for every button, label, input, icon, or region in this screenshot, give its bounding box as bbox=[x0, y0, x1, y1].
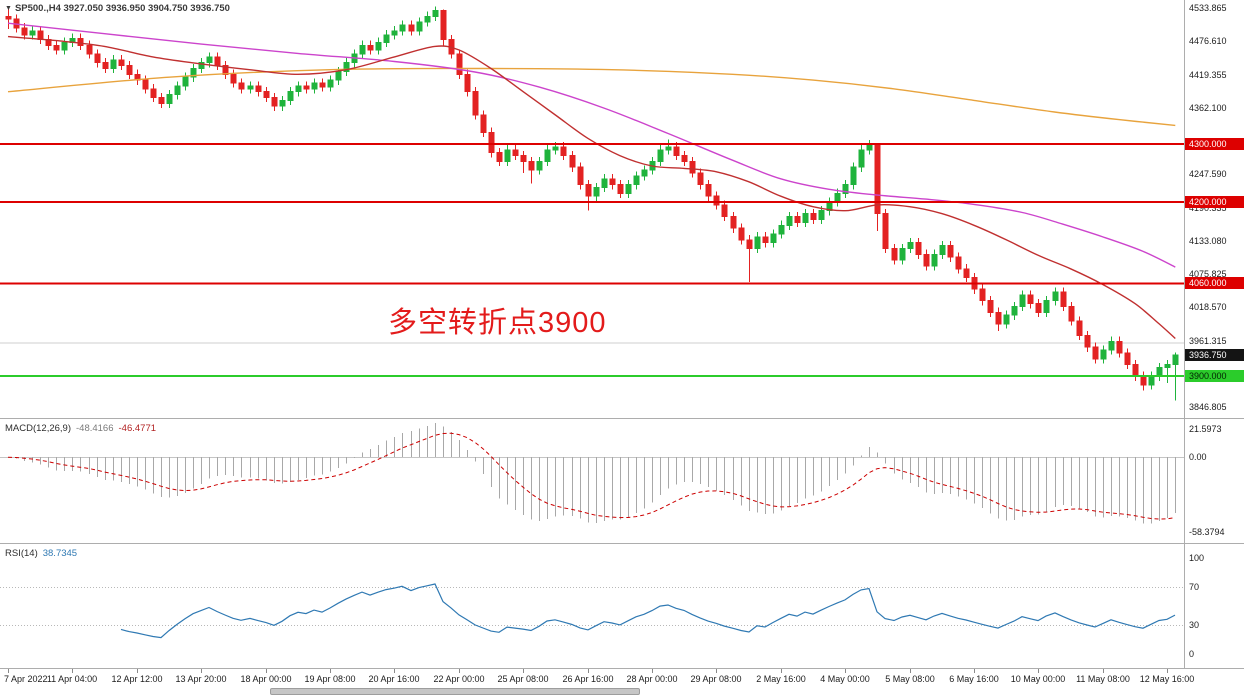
price-badge-4300.000: 4300.000 bbox=[1185, 137, 1244, 150]
macd-histogram bbox=[16, 423, 1176, 524]
symbol-info: ▼ SP500.,H4 3927.050 3936.950 3904.750 39… bbox=[5, 3, 230, 14]
time-axis-label: 13 Apr 20:00 bbox=[175, 674, 227, 684]
price-axis-label: 3961.315 bbox=[1189, 335, 1227, 346]
time-axis-label: 11 Apr 04:00 bbox=[46, 674, 98, 684]
ma-mid-magenta[interactable] bbox=[7, 22, 1176, 268]
time-axis-tick bbox=[459, 669, 460, 673]
macd-axis-label: 21.5973 bbox=[1189, 424, 1222, 435]
time-axis-label: 18 Apr 00:00 bbox=[240, 674, 292, 684]
chart-annotation-text: 多空转折点3900 bbox=[388, 307, 607, 339]
time-axis-label: 12 Apr 12:00 bbox=[111, 674, 163, 684]
price-chart-canvas[interactable] bbox=[0, 0, 1184, 418]
time-axis-tick bbox=[910, 669, 911, 673]
time-axis-label: 29 Apr 08:00 bbox=[690, 674, 742, 684]
rsi-line bbox=[120, 583, 1176, 639]
time-axis-tick bbox=[716, 669, 717, 673]
price-axis-label: 4419.355 bbox=[1189, 69, 1227, 80]
macd-indicator-label: MACD(12,26,9) -48.4166 -46.4771 bbox=[5, 423, 156, 434]
separator-main-macd[interactable] bbox=[0, 418, 1244, 419]
symbol-ohlc-text: SP500.,H4 3927.050 3936.950 3904.750 393… bbox=[14, 3, 230, 14]
rsi-axis-label: 30 bbox=[1189, 620, 1200, 631]
price-axis-label: 3846.805 bbox=[1189, 402, 1227, 413]
time-axis-tick bbox=[137, 669, 138, 673]
price-axis-label: 4476.610 bbox=[1189, 36, 1227, 47]
price-axis[interactable]: 4533.865 4476.610 4419.355 4362.100 4247.590… bbox=[1185, 0, 1244, 695]
symbol-dropdown-icon[interactable]: ▼ bbox=[5, 5, 12, 12]
time-axis-label: 5 May 08:00 bbox=[885, 674, 935, 684]
price-badge-3936.750: 3936.750 bbox=[1185, 348, 1244, 361]
time-axis-label: 26 Apr 16:00 bbox=[562, 674, 614, 684]
price-axis-label: 4247.590 bbox=[1189, 169, 1227, 180]
price-axis-label: 4362.100 bbox=[1189, 102, 1227, 113]
time-axis-label: 12 May 16:00 bbox=[1139, 674, 1195, 684]
time-axis-tick bbox=[72, 669, 73, 673]
time-axis-label: 25 Apr 08:00 bbox=[497, 674, 549, 684]
rsi-name: RSI(14) bbox=[5, 548, 38, 559]
rsi-axis-label: 100 bbox=[1189, 553, 1205, 563]
time-axis-label: 7 Apr 2022 bbox=[4, 674, 48, 684]
time-axis-label: 28 Apr 00:00 bbox=[626, 674, 678, 684]
rsi-chart-canvas[interactable] bbox=[0, 544, 1184, 668]
ma-fast-red[interactable] bbox=[7, 35, 1176, 340]
price-axis-label: 4133.080 bbox=[1189, 235, 1227, 246]
time-axis-label: 19 Apr 08:00 bbox=[304, 674, 356, 684]
time-axis-tick bbox=[652, 669, 653, 673]
price-badge-4060.000: 4060.000 bbox=[1185, 277, 1244, 290]
time-axis-tick bbox=[394, 669, 395, 673]
time-axis-tick bbox=[1038, 669, 1039, 673]
time-axis-tick bbox=[330, 669, 331, 673]
separator-rsi-timeaxis bbox=[0, 668, 1244, 669]
horizontal-scrollbar[interactable] bbox=[0, 688, 1244, 695]
price-badge-4200.000: 4200.000 bbox=[1185, 196, 1244, 209]
time-axis-label: 20 Apr 16:00 bbox=[368, 674, 420, 684]
time-axis-tick bbox=[201, 669, 202, 673]
price-axis-label: 4018.570 bbox=[1189, 302, 1227, 313]
macd-signal-value: -46.4771 bbox=[118, 423, 157, 434]
price-badge-3900.000: 3900.000 bbox=[1185, 370, 1244, 383]
separator-macd-rsi[interactable] bbox=[0, 543, 1244, 544]
time-axis-tick bbox=[1167, 669, 1168, 673]
time-axis-label: 6 May 16:00 bbox=[949, 674, 999, 684]
macd-signal-line bbox=[7, 432, 1176, 520]
time-axis[interactable]: 7 Apr 2022 11 Apr 04:00 12 Apr 12:00 13 Apr… bbox=[0, 669, 1244, 688]
horizontal-scrollbar-thumb[interactable] bbox=[270, 688, 640, 695]
time-axis-label: 22 Apr 00:00 bbox=[433, 674, 485, 684]
time-axis-label: 2 May 16:00 bbox=[756, 674, 806, 684]
macd-chart-canvas[interactable] bbox=[0, 419, 1184, 543]
time-axis-label: 4 May 00:00 bbox=[820, 674, 870, 684]
ma-slow-orange[interactable] bbox=[7, 67, 1176, 127]
time-axis-tick bbox=[266, 669, 267, 673]
separator-price-axis bbox=[1184, 0, 1185, 668]
candlesticks[interactable] bbox=[5, 6, 1179, 401]
macd-main-value: -48.4166 bbox=[76, 423, 114, 434]
price-axis-label: 4533.865 bbox=[1189, 3, 1227, 14]
rsi-value: 38.7345 bbox=[42, 548, 78, 559]
rsi-axis-label: 70 bbox=[1189, 581, 1200, 592]
time-axis-tick bbox=[781, 669, 782, 673]
macd-axis-label: -58.3794 bbox=[1189, 527, 1225, 538]
time-axis-tick bbox=[974, 669, 975, 673]
macd-axis-label: 0.00 bbox=[1189, 452, 1207, 463]
time-axis-tick bbox=[1103, 669, 1104, 673]
time-axis-tick bbox=[845, 669, 846, 673]
price-axis-label: 4075.825 bbox=[1189, 269, 1227, 280]
time-axis-label: 10 May 00:00 bbox=[1010, 674, 1066, 684]
rsi-axis-label: 0 bbox=[1189, 649, 1195, 659]
macd-name: MACD(12,26,9) bbox=[5, 423, 71, 434]
time-axis-label: 11 May 08:00 bbox=[1076, 674, 1130, 684]
rsi-indicator-label: RSI(14) 38.7345 bbox=[5, 548, 77, 559]
time-axis-tick bbox=[8, 669, 9, 673]
time-axis-tick bbox=[588, 669, 589, 673]
time-axis-tick bbox=[523, 669, 524, 673]
